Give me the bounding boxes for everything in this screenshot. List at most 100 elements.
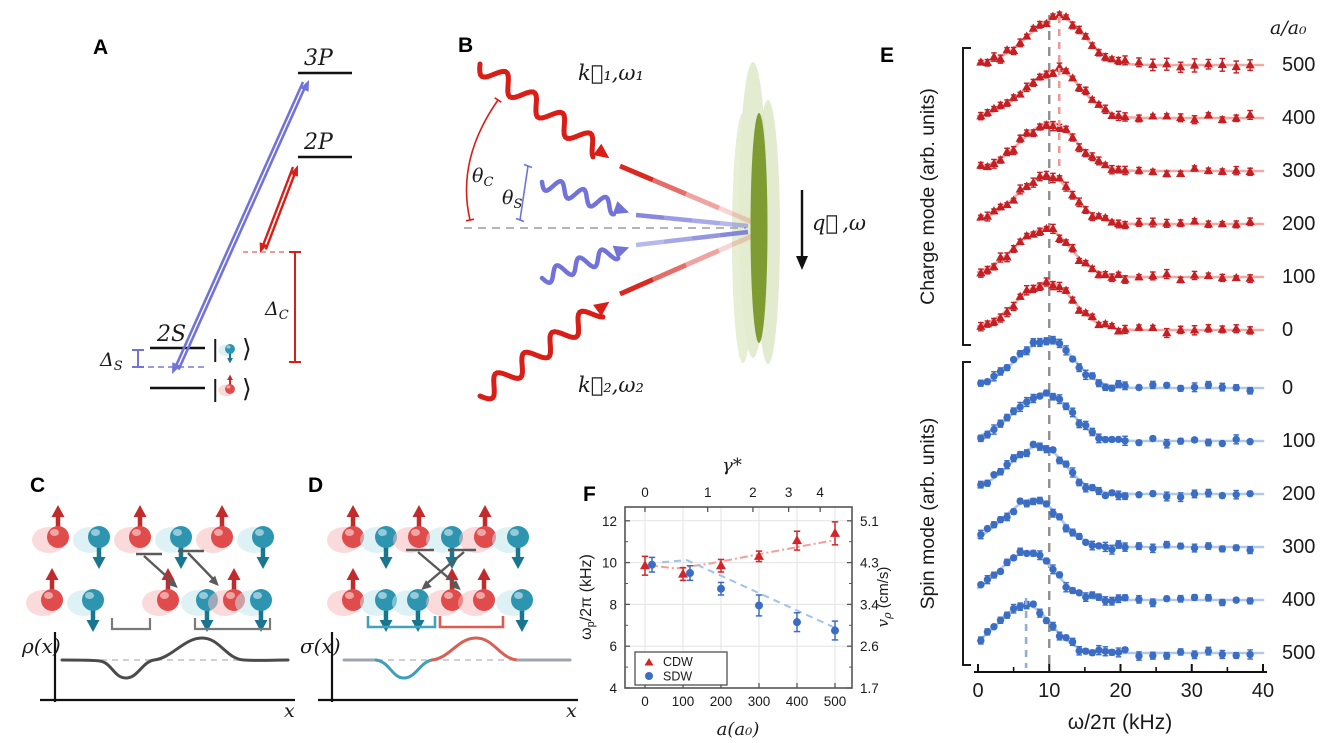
level-2s: 2S bbox=[150, 322, 205, 390]
cdw-trend-line bbox=[644, 539, 836, 570]
svg-text:8: 8 bbox=[609, 597, 617, 612]
svg-text:0: 0 bbox=[972, 680, 983, 702]
a-over-a0-value: 0 bbox=[1282, 377, 1293, 399]
svg-text:3: 3 bbox=[785, 485, 793, 500]
legend-cdw-label: CDW bbox=[663, 655, 693, 669]
spectrum-charge-400 bbox=[976, 62, 1265, 125]
a-over-a0-value: 400 bbox=[1282, 107, 1315, 129]
sdw-art bbox=[318, 505, 578, 702]
delta-s-label: ΔS bbox=[99, 349, 123, 374]
svg-text:10: 10 bbox=[1038, 680, 1060, 702]
theta-s-measure bbox=[515, 163, 533, 223]
spectrum-spin-0 bbox=[976, 335, 1265, 395]
svg-text:5.1: 5.1 bbox=[860, 514, 879, 529]
panel-a-label: A bbox=[93, 36, 108, 59]
series-sdw bbox=[648, 556, 839, 641]
rho-x-label: ρ(x) bbox=[21, 634, 61, 658]
sdw-atom-rows bbox=[327, 505, 533, 632]
cloud-core bbox=[750, 113, 768, 343]
spin-profile-plot bbox=[318, 632, 578, 702]
f-right-axis-label: vρ (cm/s) bbox=[874, 567, 894, 628]
svg-text:4.3: 4.3 bbox=[860, 556, 879, 571]
panel-a-level-diagram: A 3P 2P 2S bbox=[93, 36, 352, 403]
a-over-a0-value: 100 bbox=[1282, 430, 1315, 452]
k1-omega1-label: k⃗₁,ω₁ bbox=[578, 61, 644, 85]
svg-text:2.6: 2.6 bbox=[860, 639, 879, 654]
svg-text:⟩: ⟩ bbox=[242, 335, 252, 363]
spectrum-charge-200 bbox=[976, 170, 1265, 230]
svg-text:3.4: 3.4 bbox=[860, 597, 879, 612]
a-over-a0-value: 500 bbox=[1282, 642, 1315, 664]
e-xaxis-label: ω/2π (kHz) bbox=[1068, 711, 1172, 734]
delta-c-label: ΔC bbox=[264, 298, 289, 323]
svg-text:0: 0 bbox=[641, 485, 649, 500]
spectrum-spin-500 bbox=[976, 600, 1265, 661]
svg-text:12: 12 bbox=[602, 514, 617, 529]
panel-d-sdw-cartoon: D σ(x) x bbox=[300, 474, 578, 722]
panel-c-label: C bbox=[30, 474, 45, 497]
spectrum-charge-500 bbox=[976, 9, 1265, 74]
spectrum-spin-300 bbox=[976, 496, 1265, 555]
svg-text:10: 10 bbox=[602, 556, 617, 571]
f-plot-box bbox=[624, 506, 853, 689]
svg-text:2: 2 bbox=[749, 485, 757, 500]
a-over-a0-value: 100 bbox=[1282, 266, 1315, 288]
level-2p: 2P bbox=[298, 130, 352, 159]
spectrum-charge-300 bbox=[976, 120, 1265, 178]
svg-text:0: 0 bbox=[641, 694, 649, 709]
svg-text:|: | bbox=[212, 375, 219, 403]
svg-text:20: 20 bbox=[1109, 680, 1131, 702]
spin-bracket bbox=[962, 361, 971, 666]
spin-mode-axis-label: Spin mode (arb. units) bbox=[917, 418, 939, 610]
k2-omega2-label: k⃗₂,ω₂ bbox=[578, 373, 644, 397]
charge-mode-axis-label: Charge mode (arb. units) bbox=[917, 88, 939, 305]
f-xaxis-label: a(a₀) bbox=[717, 719, 760, 740]
spin-up-ket: | ⟩ bbox=[212, 374, 252, 403]
charge-bracket bbox=[962, 47, 971, 346]
sigma-x-label: σ(x) bbox=[300, 634, 341, 658]
svg-text:⟩: ⟩ bbox=[242, 375, 252, 403]
density-profile-plot bbox=[40, 632, 295, 702]
svg-text:1.7: 1.7 bbox=[860, 681, 879, 696]
svg-text:1: 1 bbox=[704, 485, 712, 500]
photon-arrows bbox=[477, 61, 630, 402]
svg-text:100: 100 bbox=[672, 694, 695, 709]
exchange-arrows bbox=[406, 548, 476, 590]
spectrum-spin-200 bbox=[976, 440, 1265, 503]
svg-text:30: 30 bbox=[1181, 680, 1203, 702]
e-x-axis: 0 10 20 30 40 bbox=[972, 664, 1274, 702]
panel-c-cdw-cartoon: C ρ(x) x bbox=[21, 474, 295, 722]
svg-text:4: 4 bbox=[816, 485, 824, 500]
a-over-a0-value: 300 bbox=[1282, 160, 1315, 182]
gamma-star-label: γ* bbox=[722, 455, 742, 476]
legend-sdw-label: SDW bbox=[663, 670, 692, 684]
f-left-axis-label: ωp/2π (kHz) bbox=[578, 554, 597, 640]
level-2s-label: 2S bbox=[156, 322, 186, 347]
a-over-a0-title: a/a₀ bbox=[1270, 17, 1307, 39]
panel-f-label: F bbox=[583, 483, 596, 506]
delta-c-measure bbox=[289, 251, 301, 363]
sdw-trend-line bbox=[662, 559, 836, 629]
a-over-a0-value: 500 bbox=[1282, 54, 1315, 76]
spin-down-ket: | ⟩ bbox=[212, 335, 252, 364]
d-x-axis-label: x bbox=[566, 700, 577, 722]
q-transfer-arrow bbox=[796, 190, 808, 270]
theta-c-arc bbox=[465, 97, 502, 222]
delta-s-measure bbox=[132, 349, 144, 368]
svg-text:6: 6 bbox=[609, 639, 617, 654]
panel-b-bragg-schematic: B k⃗₁,ω₁ k⃗₂,ω₂ θC θS q⃗ ,ω bbox=[458, 34, 866, 402]
spectrum-charge-0 bbox=[976, 277, 1265, 339]
panel-d-label: D bbox=[308, 474, 323, 497]
a-over-a0-value: 200 bbox=[1282, 213, 1315, 235]
series-cdw bbox=[640, 521, 840, 582]
spectrum-spin-100 bbox=[976, 389, 1265, 449]
panel-e-label: E bbox=[880, 44, 894, 67]
svg-text:500: 500 bbox=[824, 694, 847, 709]
panel-b-label: B bbox=[458, 34, 473, 57]
charge-raman-arrows bbox=[259, 165, 298, 253]
spectrum-spin-400 bbox=[976, 547, 1265, 608]
